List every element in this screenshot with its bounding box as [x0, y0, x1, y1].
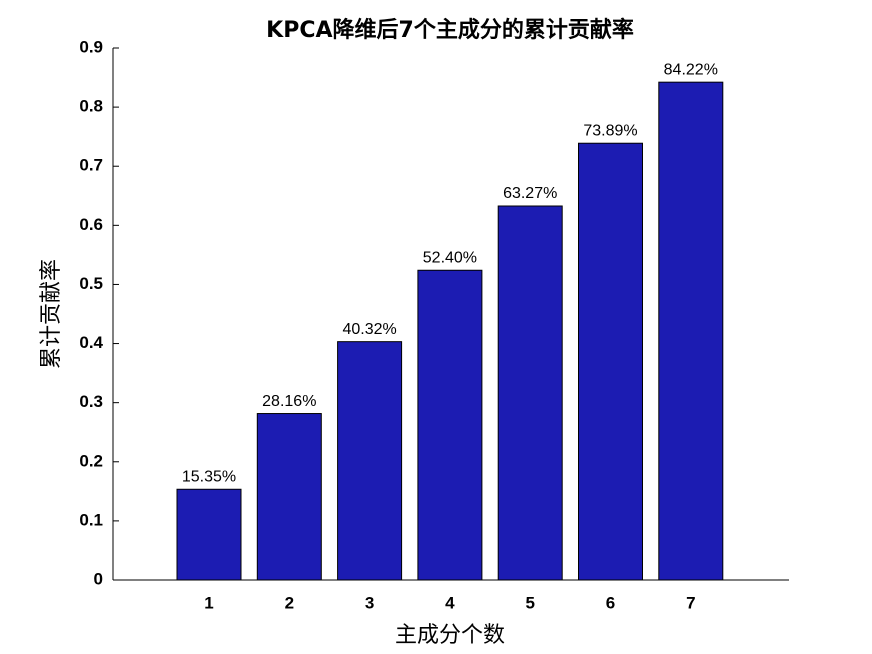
y-tick-label: 0	[94, 569, 103, 588]
y-tick-label: 0.4	[79, 333, 103, 352]
value-label: 84.22%	[664, 61, 718, 78]
x-tick-label: 1	[204, 593, 213, 612]
bar	[417, 269, 483, 581]
bar	[256, 413, 322, 581]
y-tick-label: 0.5	[79, 274, 103, 293]
value-label: 28.16%	[262, 393, 316, 410]
value-label: 52.40%	[423, 249, 477, 266]
x-tick-label: 4	[445, 593, 455, 612]
y-tick-label: 0.1	[79, 510, 103, 529]
chart-title: KPCA降维后7个主成分的累计贡献率	[266, 17, 634, 43]
x-tick-label: 3	[365, 593, 374, 612]
x-tick-label: 5	[525, 593, 534, 612]
bar	[658, 81, 724, 581]
x-tick-label: 7	[686, 593, 695, 612]
y-tick-label: 0.2	[79, 451, 103, 470]
value-label: 73.89%	[583, 122, 637, 139]
bar	[176, 488, 242, 581]
x-tick-label: 6	[606, 593, 615, 612]
y-tick-label: 0.9	[79, 37, 103, 56]
bar	[337, 341, 403, 581]
x-tick-label: 2	[285, 593, 294, 612]
value-label: 15.35%	[182, 468, 236, 485]
value-label: 40.32%	[342, 321, 396, 338]
x-axis-label: 主成分个数	[395, 623, 505, 648]
bar	[578, 142, 643, 581]
y-tick-label: 0.7	[79, 156, 103, 175]
y-tick-label: 0.3	[79, 392, 103, 411]
y-tick-label: 0.8	[79, 97, 103, 116]
value-label: 63.27%	[503, 185, 557, 202]
y-tick-label: 0.6	[79, 215, 103, 234]
bar	[497, 205, 563, 581]
y-axis-label: 累计贡献率	[39, 259, 64, 369]
